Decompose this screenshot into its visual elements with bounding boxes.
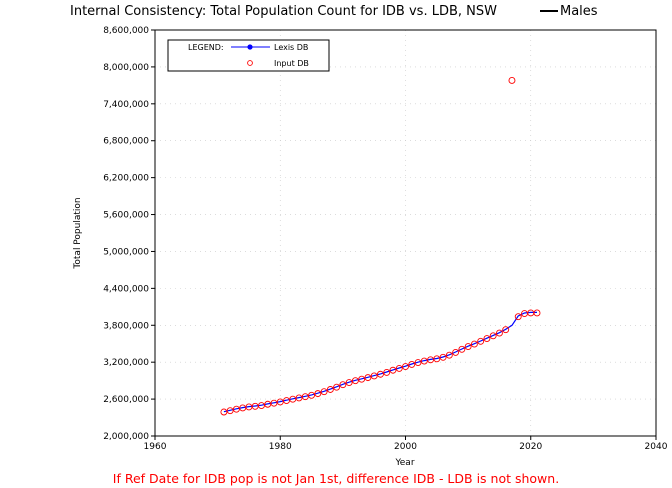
input-db-point bbox=[226, 407, 234, 415]
input-db-point bbox=[308, 391, 316, 399]
input-db-point bbox=[370, 372, 378, 380]
input-db-point bbox=[345, 379, 353, 386]
y-tick-label: 8,000,000 bbox=[103, 63, 149, 73]
input-db-point bbox=[320, 388, 328, 396]
y-tick-label: 8,600,000 bbox=[103, 26, 149, 36]
y-tick-label: 4,400,000 bbox=[103, 284, 149, 294]
x-tick-label: 2000 bbox=[394, 442, 417, 452]
input-db-point bbox=[283, 397, 290, 405]
legend-lexis-marker bbox=[247, 44, 253, 50]
input-db-point bbox=[439, 353, 447, 361]
input-db-point bbox=[420, 357, 428, 365]
y-tick-label: 5,000,000 bbox=[103, 247, 149, 257]
input-db-point bbox=[514, 313, 522, 321]
input-db-point bbox=[433, 355, 441, 363]
legend-title: LEGEND: bbox=[188, 43, 224, 52]
x-tick-label: 1960 bbox=[144, 442, 167, 452]
input-db-point bbox=[483, 335, 491, 343]
input-db-point bbox=[351, 377, 359, 385]
input-db-point bbox=[289, 395, 297, 403]
y-tick-label: 2,000,000 bbox=[103, 432, 149, 442]
y-tick-label: 2,600,000 bbox=[103, 395, 149, 405]
y-tick-label: 7,400,000 bbox=[103, 100, 149, 110]
input-db-point bbox=[402, 363, 409, 370]
chart-title-suffix: Males bbox=[560, 4, 598, 19]
y-tick-label: 6,200,000 bbox=[103, 174, 149, 184]
input-db-point bbox=[358, 375, 366, 383]
input-db-point bbox=[414, 359, 422, 367]
y-axis-label: Total Population bbox=[73, 197, 83, 269]
grid bbox=[155, 30, 656, 436]
y-tick-label: 3,800,000 bbox=[103, 321, 149, 331]
legend-input-marker bbox=[247, 60, 253, 66]
input-db-point bbox=[333, 383, 341, 391]
input-db-point bbox=[470, 340, 478, 348]
input-db-point bbox=[477, 337, 485, 345]
input-db-point bbox=[495, 329, 503, 337]
input-db-point bbox=[533, 309, 541, 317]
x-axis-label: Year bbox=[394, 458, 414, 468]
x-tick-label: 2020 bbox=[519, 442, 542, 452]
input-db-point bbox=[464, 343, 472, 351]
chart-title: Internal Consistency: Total Population C… bbox=[70, 4, 497, 19]
input-db-point bbox=[339, 381, 347, 389]
input-db-point bbox=[295, 394, 303, 402]
input-db-point bbox=[220, 408, 228, 416]
input-db-point bbox=[276, 398, 284, 406]
input-db-point bbox=[326, 386, 334, 393]
input-db-point bbox=[458, 345, 466, 353]
input-db-point bbox=[258, 402, 265, 410]
input-db-point bbox=[232, 405, 240, 413]
legend-lexis-label: Lexis DB bbox=[274, 43, 308, 52]
input-db-point bbox=[445, 351, 453, 359]
series-layer bbox=[220, 76, 541, 416]
input-db-point bbox=[389, 366, 397, 374]
x-tick-label: 2040 bbox=[645, 442, 668, 452]
input-db-point bbox=[452, 348, 460, 356]
input-db-point bbox=[508, 76, 516, 84]
input-db-point bbox=[364, 374, 372, 382]
y-tick-label: 6,800,000 bbox=[103, 137, 149, 147]
input-db-point bbox=[314, 390, 322, 398]
legend: LEGEND: Lexis DB Input DB bbox=[167, 39, 330, 72]
lexis-db-line bbox=[223, 311, 537, 413]
input-db-point bbox=[395, 364, 403, 372]
input-db-point bbox=[377, 370, 384, 378]
input-db-point bbox=[502, 326, 510, 334]
input-db-point bbox=[408, 360, 416, 368]
x-axis-ticks: 1960 1980 2000 2020 2040 bbox=[144, 436, 668, 452]
chart-title-group: Internal Consistency: Total Population C… bbox=[70, 4, 598, 19]
footnote: If Ref Date for IDB pop is not Jan 1st, … bbox=[113, 471, 559, 486]
input-db-point bbox=[270, 399, 278, 407]
input-db-point bbox=[301, 393, 309, 401]
x-tick-label: 1980 bbox=[269, 442, 292, 452]
y-tick-label: 3,200,000 bbox=[103, 358, 149, 368]
input-db-point bbox=[489, 332, 497, 340]
y-axis-ticks: 2,000,000 2,600,000 3,200,000 3,800,000 4,40… bbox=[103, 26, 155, 442]
legend-input-label: Input DB bbox=[274, 59, 309, 68]
y-tick-label: 5,600,000 bbox=[103, 211, 149, 221]
input-db-point bbox=[383, 368, 391, 376]
